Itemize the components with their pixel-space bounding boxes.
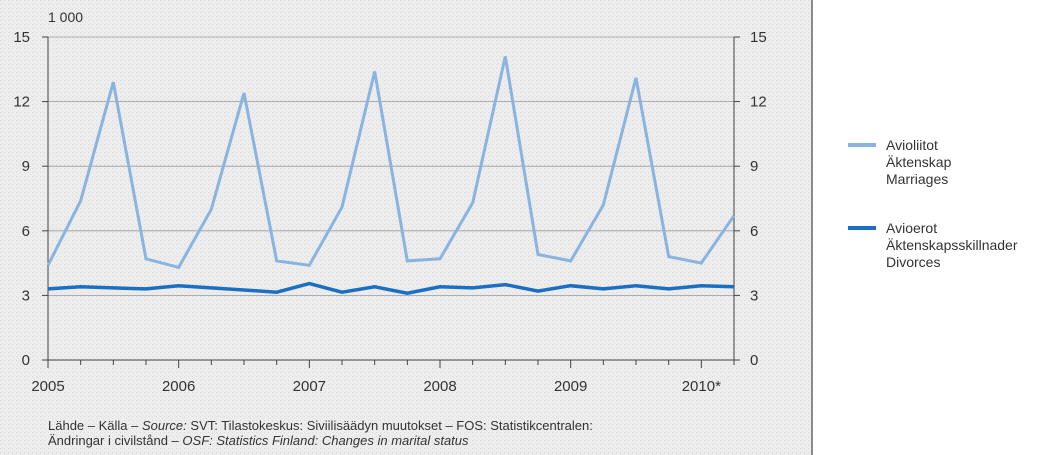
- x-tick-2010p: 2010*: [682, 378, 721, 395]
- y-tick-right-12: 12: [750, 94, 767, 111]
- source-prefix: Lähde – Källa –: [48, 418, 142, 433]
- unit-label: 1 000: [48, 9, 83, 25]
- y-tick-right-9: 9: [750, 158, 758, 175]
- source-text-2: Ändringar i civilstånd –: [48, 433, 182, 448]
- y-axis-right-ticks: 0 3 6 9 12 15: [750, 29, 767, 369]
- source-text-2-english: OSF: Statistics Finland: Changes in mari…: [182, 433, 469, 448]
- y-tick-right-15: 15: [750, 29, 767, 46]
- chart-background: [0, 0, 812, 455]
- y-tick-left-6: 6: [22, 223, 30, 240]
- source-line-1: Lähde – Källa – Source: SVT: Tilastokesk…: [48, 418, 593, 433]
- series-lines: [46, 56, 736, 295]
- y-tick-left-12: 12: [13, 94, 30, 111]
- y-tick-left-15: 15: [13, 29, 30, 46]
- legend-label-divorces-fi: Avioerot: [886, 220, 937, 236]
- y-tick-left-3: 3: [22, 287, 30, 304]
- legend-item-marriages: Avioliitot Äktenskap Marriages: [848, 137, 952, 187]
- source-text-1: SVT: Tilastokeskus: Siviilisäädyn muutok…: [187, 418, 593, 433]
- series-line-marriages: [46, 56, 736, 270]
- y-tick-right-0: 0: [750, 352, 758, 369]
- legend-label-marriages-fi: Avioliitot: [886, 137, 938, 153]
- legend-item-divorces: Avioerot Äktenskapsskillnader Divorces: [848, 220, 1018, 270]
- x-axis-ticks: 2005 2006 2007 2008 2009 2010*: [31, 378, 721, 395]
- x-tick-2006: 2006: [162, 378, 195, 395]
- x-tick-2009: 2009: [554, 378, 587, 395]
- y-tick-left-9: 9: [22, 158, 30, 175]
- y-tick-left-0: 0: [22, 352, 30, 369]
- series-line-divorces: [47, 281, 735, 295]
- y-tick-right-3: 3: [750, 287, 758, 304]
- legend-label-divorces-en: Divorces: [886, 254, 940, 270]
- y-tick-right-6: 6: [750, 223, 758, 240]
- x-tick-2005: 2005: [31, 378, 64, 395]
- legend-label-divorces-sv: Äktenskapsskillnader: [886, 237, 1018, 253]
- legend: Avioliitot Äktenskap Marriages Avioerot …: [848, 137, 1018, 270]
- axes: [42, 36, 740, 368]
- source-line-2: Ändringar i civilstånd – OSF: Statistics…: [48, 433, 469, 448]
- x-tick-2008: 2008: [423, 378, 456, 395]
- legend-label-marriages-sv: Äktenskap: [886, 154, 952, 170]
- source-label: Source:: [142, 418, 187, 433]
- y-axis-left-ticks: 0 3 6 9 12 15: [13, 29, 30, 369]
- x-tick-2007: 2007: [293, 378, 326, 395]
- legend-label-marriages-en: Marriages: [886, 171, 948, 187]
